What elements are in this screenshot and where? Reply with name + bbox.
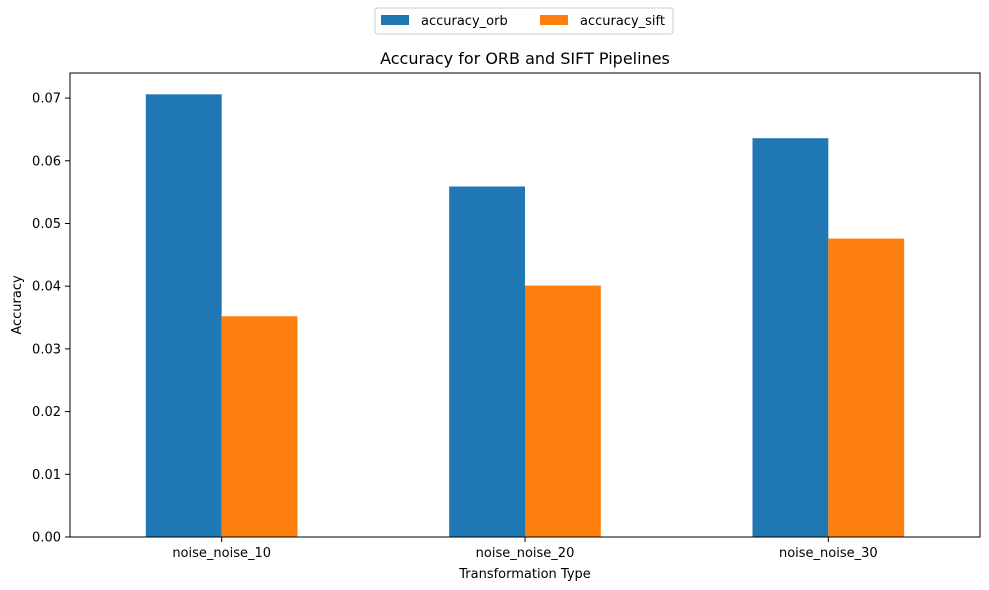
bar-accuracy-sift-noise-noise-10 bbox=[221, 316, 298, 537]
legend: accuracy_orb accuracy_sift bbox=[374, 7, 674, 35]
y-tick-label: 0.00 bbox=[32, 531, 61, 546]
legend-label-accuracy-orb: accuracy_orb bbox=[421, 14, 508, 29]
y-tick-label: 0.03 bbox=[32, 342, 61, 357]
y-tick-label: 0.01 bbox=[32, 468, 61, 483]
legend-swatch-accuracy-orb bbox=[381, 15, 409, 25]
y-tick-label: 0.05 bbox=[32, 217, 61, 232]
y-tick-label: 0.07 bbox=[32, 92, 61, 107]
bar-accuracy-orb-noise-noise-30 bbox=[752, 138, 829, 537]
bars-group bbox=[145, 94, 905, 538]
legend-swatch-accuracy-sift bbox=[540, 15, 568, 25]
y-axis: 0.00 0.01 0.02 0.03 0.04 0.05 0.06 0.07 bbox=[32, 92, 70, 546]
x-axis: noise_noise_10 noise_noise_20 noise_noise_… bbox=[172, 537, 878, 561]
legend-label-accuracy-sift: accuracy_sift bbox=[580, 14, 665, 29]
x-axis-label: Transformation Type bbox=[458, 567, 591, 582]
chart-title: Accuracy for ORB and SIFT Pipelines bbox=[380, 49, 670, 68]
x-tick-label: noise_noise_10 bbox=[172, 546, 271, 561]
y-tick-label: 0.04 bbox=[32, 280, 61, 295]
bar-accuracy-orb-noise-noise-20 bbox=[449, 186, 525, 538]
x-tick-label: noise_noise_20 bbox=[476, 546, 575, 561]
bar-accuracy-sift-noise-noise-30 bbox=[828, 238, 905, 538]
y-tick-label: 0.06 bbox=[32, 154, 61, 169]
bar-accuracy-sift-noise-noise-20 bbox=[525, 285, 601, 537]
bar-accuracy-orb-noise-noise-10 bbox=[145, 94, 222, 537]
x-tick-label: noise_noise_30 bbox=[779, 546, 878, 561]
y-axis-label: Accuracy bbox=[10, 275, 25, 335]
legend-frame bbox=[374, 7, 674, 35]
y-tick-label: 0.02 bbox=[32, 405, 61, 420]
